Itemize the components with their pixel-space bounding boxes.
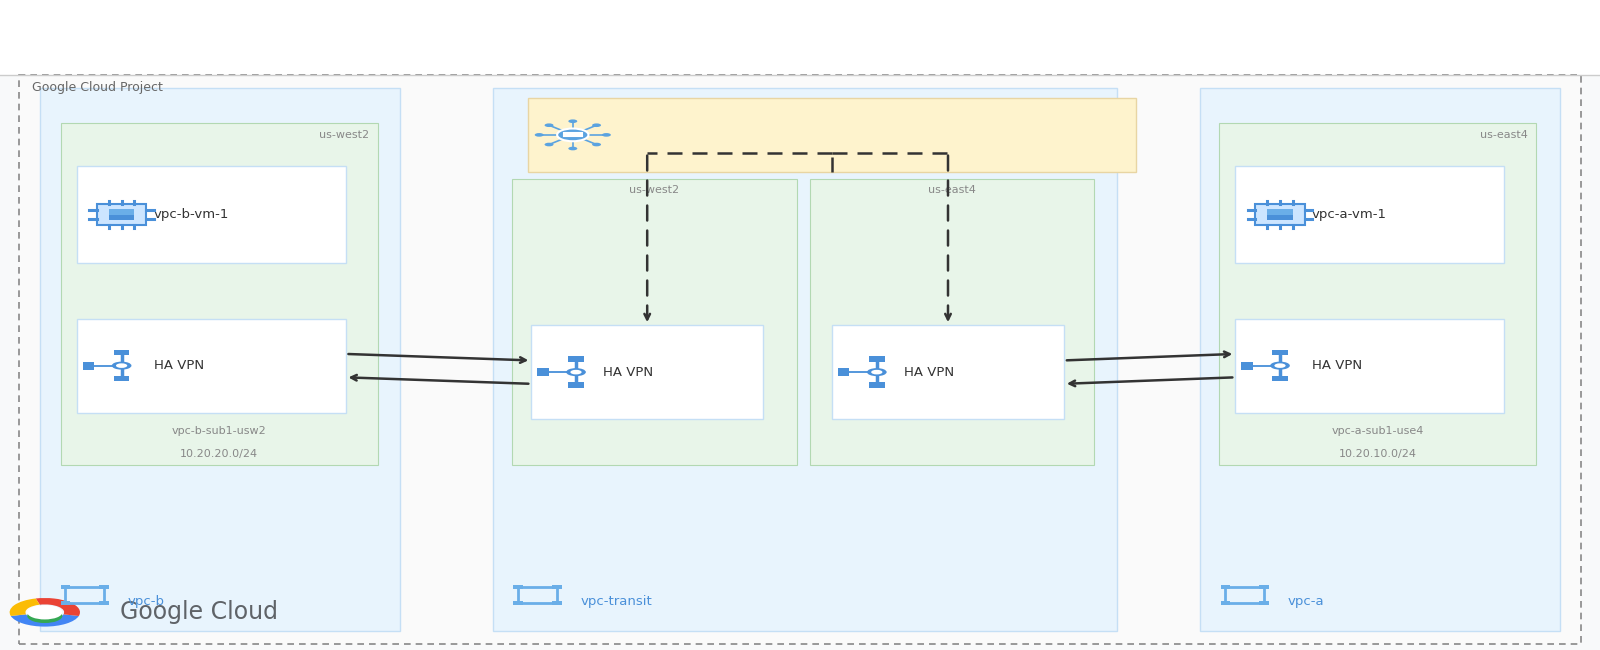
Text: us-west2: us-west2	[320, 130, 370, 140]
Bar	[99, 601, 109, 604]
Circle shape	[568, 147, 578, 150]
Bar	[514, 585, 523, 589]
Wedge shape	[11, 614, 78, 627]
Bar	[1242, 361, 1253, 370]
Bar	[77, 318, 346, 413]
Text: vpc-a: vpc-a	[1288, 595, 1325, 608]
Bar	[109, 209, 134, 214]
Bar	[1267, 209, 1293, 220]
Circle shape	[602, 133, 611, 136]
Bar	[99, 585, 109, 589]
Bar	[1235, 166, 1504, 263]
Bar	[1235, 318, 1504, 413]
Wedge shape	[35, 598, 80, 616]
Circle shape	[592, 124, 602, 127]
Text: HA VPN: HA VPN	[154, 359, 203, 372]
Bar	[869, 382, 885, 388]
Bar	[83, 361, 94, 370]
Bar	[114, 350, 130, 356]
Text: vpc-b-vm-1: vpc-b-vm-1	[154, 208, 229, 221]
Bar	[810, 179, 1094, 465]
Circle shape	[568, 120, 578, 123]
Bar	[528, 98, 1136, 172]
Bar	[512, 179, 797, 465]
Bar	[1267, 209, 1293, 214]
Bar	[98, 205, 146, 224]
Wedge shape	[10, 599, 40, 616]
Bar	[40, 88, 400, 630]
Bar	[531, 325, 763, 419]
Text: Network Connectivity Center: Network Connectivity Center	[640, 126, 901, 144]
Text: us-east4: us-east4	[1480, 130, 1528, 140]
Circle shape	[1274, 363, 1286, 368]
Bar	[1259, 585, 1269, 589]
Bar	[493, 88, 1117, 630]
Bar	[838, 368, 850, 376]
Circle shape	[1270, 361, 1290, 370]
Circle shape	[27, 605, 62, 619]
Text: 10.20.10.0/24: 10.20.10.0/24	[1339, 448, 1416, 458]
Bar	[0, 0, 1600, 75]
Text: 10.20.20.0/24: 10.20.20.0/24	[181, 448, 258, 458]
Circle shape	[566, 368, 586, 376]
Bar	[538, 368, 549, 376]
Circle shape	[544, 124, 554, 127]
Circle shape	[867, 368, 886, 376]
Text: Google Cloud: Google Cloud	[120, 601, 278, 624]
Bar	[1272, 350, 1288, 356]
Bar	[514, 601, 523, 604]
Circle shape	[870, 370, 883, 374]
Bar	[114, 376, 130, 382]
Text: HA VPN: HA VPN	[904, 365, 954, 378]
Bar	[1259, 601, 1269, 604]
Bar	[869, 356, 885, 362]
Bar	[552, 601, 562, 604]
Bar	[109, 209, 134, 220]
Circle shape	[592, 143, 602, 146]
Text: us-west2: us-west2	[629, 185, 680, 195]
Circle shape	[27, 608, 62, 623]
Bar	[1272, 376, 1288, 382]
Bar	[61, 124, 378, 465]
Bar	[1219, 124, 1536, 465]
Text: vpc-a-vm-1: vpc-a-vm-1	[1312, 208, 1387, 221]
Circle shape	[544, 143, 554, 146]
Text: Google Cloud Project: Google Cloud Project	[32, 81, 163, 94]
Bar	[832, 325, 1064, 419]
Text: HA VPN: HA VPN	[1312, 359, 1362, 372]
Text: us-east4: us-east4	[928, 185, 976, 195]
Text: HA VPN: HA VPN	[603, 365, 653, 378]
Bar	[568, 356, 584, 362]
Bar	[19, 75, 1581, 644]
Text: vpc-a-sub1-use4: vpc-a-sub1-use4	[1331, 426, 1424, 436]
Circle shape	[112, 361, 131, 370]
Bar	[1200, 88, 1560, 630]
Circle shape	[115, 363, 128, 368]
Bar	[1256, 205, 1304, 224]
Circle shape	[557, 129, 589, 141]
Circle shape	[534, 133, 544, 136]
Text: vpc-transit: vpc-transit	[581, 595, 653, 608]
Bar	[552, 585, 562, 589]
Text: vpc-b-sub1-usw2: vpc-b-sub1-usw2	[171, 426, 267, 436]
Bar	[1221, 601, 1230, 604]
Text: vpc-b: vpc-b	[128, 595, 165, 608]
Bar	[1221, 585, 1230, 589]
Circle shape	[570, 370, 582, 374]
Bar	[568, 382, 584, 388]
Bar	[61, 585, 70, 589]
Bar	[61, 601, 70, 604]
Bar	[77, 166, 346, 263]
